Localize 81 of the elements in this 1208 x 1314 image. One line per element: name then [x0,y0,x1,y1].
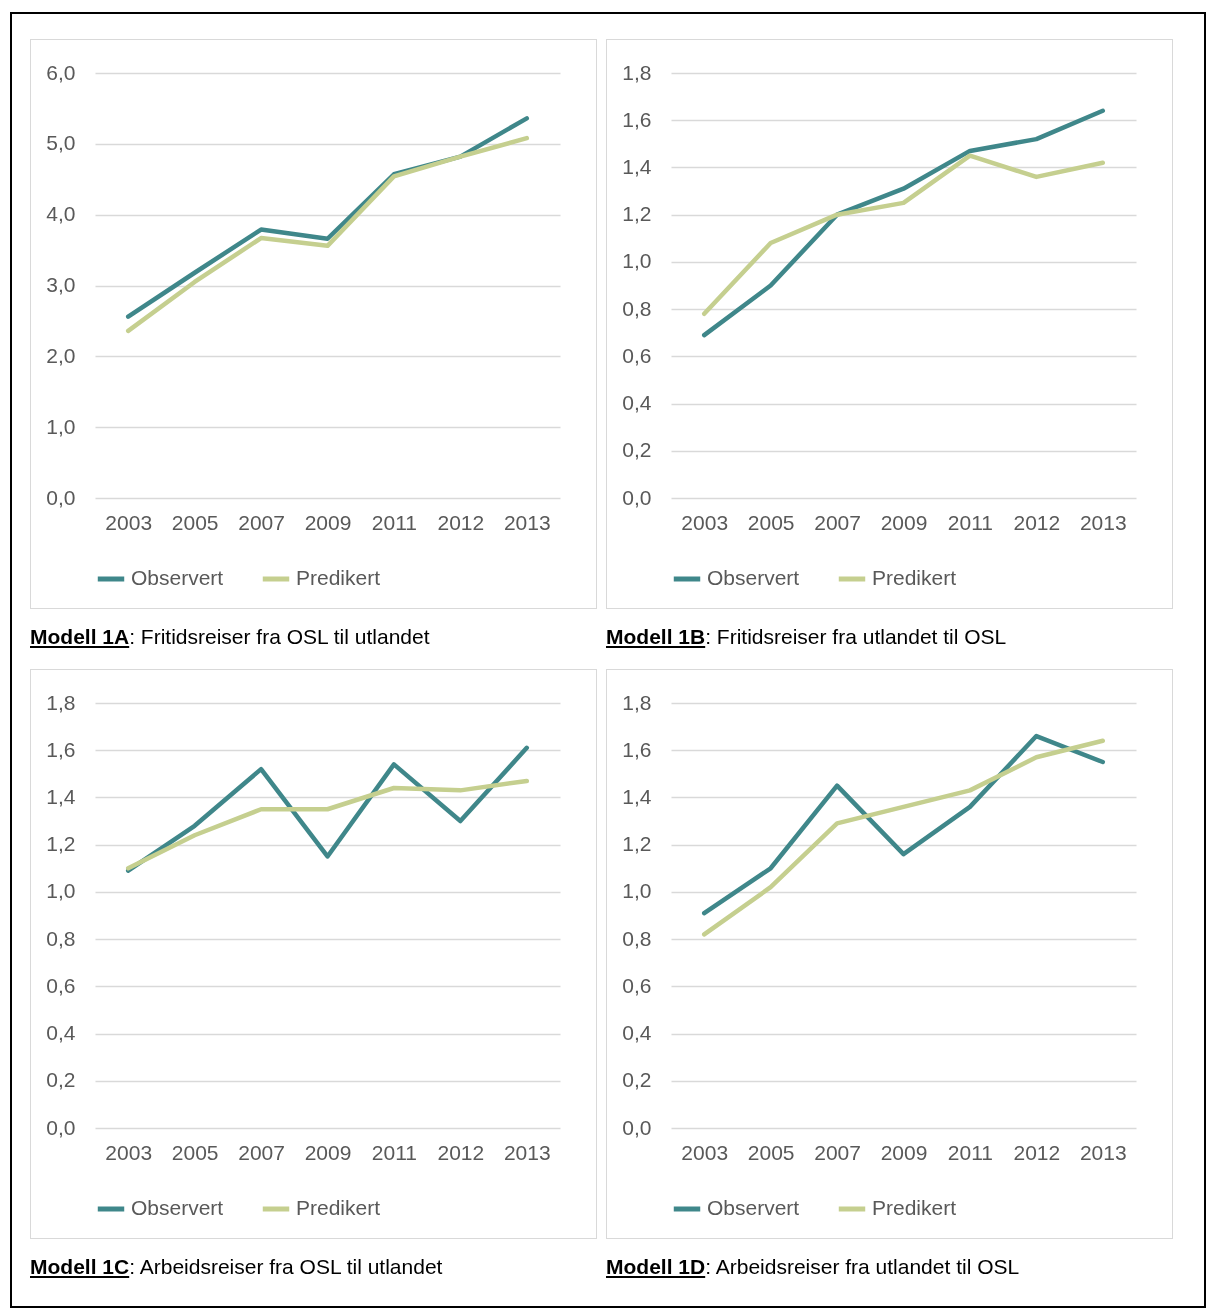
x-tick-label: 2007 [814,1140,861,1164]
y-tick-label: 0,2 [622,1068,652,1092]
x-tick-label: 2011 [371,510,418,534]
y-tick-label: 0,4 [622,1021,652,1045]
y-tick-label: 0,8 [46,926,76,950]
y-tick-label: 1,6 [622,737,652,761]
x-tick-label: 2003 [681,510,729,534]
line-series [125,135,530,334]
x-tick-label: 2011 [947,1140,994,1164]
y-tick-label: 0,8 [622,296,652,320]
y-tick-label: 1,8 [622,60,652,84]
x-tick-label: 2011 [371,1140,418,1164]
x-tick-label: 2012 [1013,510,1061,534]
y-tick-label: 1,6 [622,107,652,131]
x-tick-label: 2007 [238,1140,285,1164]
x-tick-label: 2007 [238,510,285,534]
x-tick-label: 2012 [437,510,485,534]
y-tick-label: 1,0 [622,879,652,903]
y-tick-label: 0,6 [622,973,652,997]
y-tick-label: 1,0 [622,249,652,273]
y-tick-label: 1,2 [622,202,652,226]
y-tick-label: 1,0 [46,414,76,438]
y-tick-label: 1,2 [46,832,76,856]
line-series [125,778,530,871]
x-tick-label: 2013 [1079,1140,1127,1164]
legend-label: Observert [131,566,224,589]
x-tick-label: 2005 [171,1140,219,1164]
legend-label: Observert [707,566,800,589]
line-series [701,153,1106,317]
y-tick-label: 3,0 [46,273,76,296]
legend-label: Observert [131,1196,224,1219]
y-tick-label: 0,2 [622,438,652,462]
text: Modell 1C: Arbeidsreiser fra OSL til utlandet [30,1255,444,1279]
x-tick-label: 2007 [814,510,861,534]
y-tick-label: 1,0 [46,879,76,903]
y-tick-label: 4,0 [46,202,76,226]
x-tick-label: 2005 [747,1140,795,1164]
y-tick-label: 1,4 [622,784,652,808]
y-tick-label: 1,4 [46,784,76,808]
x-tick-label: 2013 [1079,510,1127,534]
y-tick-label: 1,8 [46,690,76,714]
x-tick-label: 2005 [171,510,219,534]
x-tick-label: 2012 [437,1140,485,1164]
x-tick-label: 2009 [304,1140,352,1164]
y-tick-label: 6,0 [46,60,76,84]
x-tick-label: 2013 [503,1140,551,1164]
y-tick-label: 2,0 [46,343,76,367]
y-tick-label: 0,0 [622,1115,652,1139]
text: Modell 1D: Arbeidsreiser fra utlandet til OSL [606,1255,1021,1279]
y-tick-label: 5,0 [46,131,76,155]
y-tick-label: 0,4 [46,1021,76,1045]
legend-label: Predikert [872,1196,957,1219]
y-tick-label: 0,8 [622,926,652,950]
y-tick-label: 0,2 [46,1068,76,1092]
y-tick-label: 0,6 [46,973,76,997]
y-tick-label: 1,6 [46,737,76,761]
legend-label: Predikert [872,566,957,589]
y-tick-label: 1,8 [622,690,652,714]
y-tick-label: 0,4 [622,391,652,415]
x-tick-label: 2003 [105,510,153,534]
x-tick-label: 2009 [880,510,928,534]
x-tick-label: 2003 [681,1140,729,1164]
x-tick-label: 2013 [503,510,551,534]
x-tick-label: 2005 [747,510,795,534]
x-tick-label: 2003 [105,1140,153,1164]
y-tick-label: 0,6 [622,343,652,367]
text: Modell 1B: Fritidsreiser fra utlandet til OSL [606,625,1008,649]
y-tick-label: 1,2 [622,832,652,856]
x-tick-label: 2011 [947,510,994,534]
legend-label: Predikert [296,1196,381,1219]
line-series [701,108,1106,338]
text: Modell 1A: Fritidsreiser fra OSL til utlandet [30,625,431,649]
y-tick-label: 0,0 [622,485,652,509]
x-tick-label: 2012 [1013,1140,1061,1164]
x-tick-label: 2009 [304,510,352,534]
x-tick-label: 2009 [880,1140,928,1164]
legend-label: Observert [707,1196,800,1219]
y-tick-label: 0,0 [46,485,76,509]
legend-label: Predikert [296,566,381,589]
y-tick-label: 1,4 [622,154,652,178]
y-tick-label: 0,0 [46,1115,76,1139]
